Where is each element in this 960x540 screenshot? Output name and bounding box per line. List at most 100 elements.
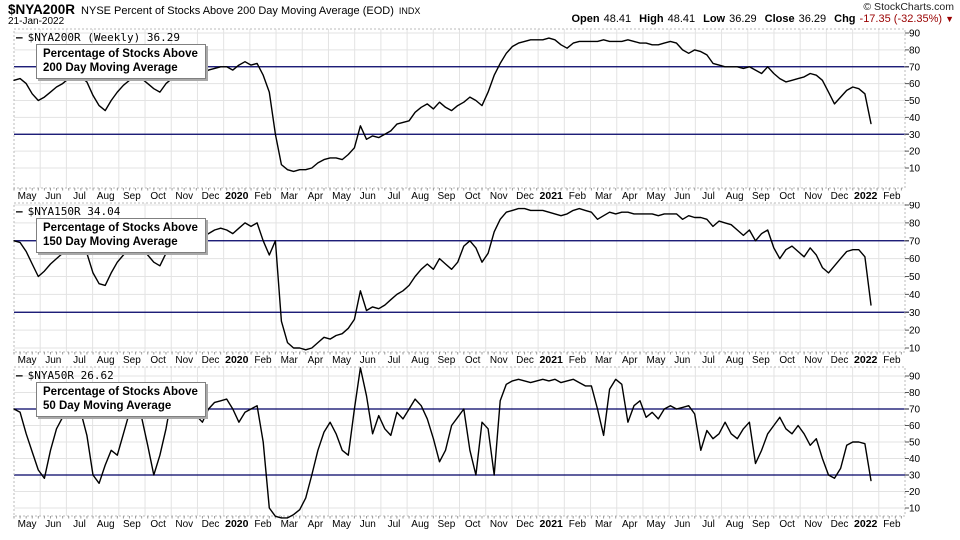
y-axis-label: 60 xyxy=(909,79,921,90)
y-axis-label: 40 xyxy=(909,454,921,465)
x-axis-label: Mar xyxy=(595,519,613,530)
x-axis-label: Jul xyxy=(388,191,401,202)
y-axis-label: 70 xyxy=(909,236,921,247)
open-label: Open xyxy=(571,13,600,25)
symbol: $NYA200R xyxy=(8,2,76,17)
x-axis-label: 2022 xyxy=(854,354,878,366)
x-axis-label: Mar xyxy=(595,355,613,366)
x-axis-label: May xyxy=(18,191,37,202)
x-axis-label: Feb xyxy=(254,355,272,366)
copyright: © StockCharts.com xyxy=(863,1,954,13)
x-axis-label: Aug xyxy=(411,519,429,530)
y-axis-label: 90 xyxy=(909,202,921,212)
x-axis-label: Dec xyxy=(202,191,220,202)
series-label-nya50r: — $NYA50R 26.62 xyxy=(16,369,114,382)
y-axis-label: 50 xyxy=(909,272,921,283)
y-axis-label: 80 xyxy=(909,388,921,399)
annotation-text: Percentage of Stocks Above xyxy=(43,386,198,398)
x-axis-label: Aug xyxy=(726,355,744,366)
x-axis-label: Feb xyxy=(254,519,272,530)
panel-nya50r: May Jun Jul Aug Sep Oct Nov Dec 2020 Feb Mar Apr May… xyxy=(0,366,960,540)
x-axis-label: Sep xyxy=(123,355,141,366)
x-axis-label: Jun xyxy=(45,191,61,202)
x-axis-label: Sep xyxy=(438,519,456,530)
chart-date: 21-Jan-2022 xyxy=(8,16,65,27)
y-axis-label: 20 xyxy=(909,487,921,498)
y-axis-label: 50 xyxy=(909,96,921,107)
x-axis-label: Apr xyxy=(308,355,324,366)
x-axis-label: Aug xyxy=(97,191,115,202)
x-axis-label: Aug xyxy=(97,519,115,530)
chg-value: -17.35 (-32.35%) xyxy=(859,13,943,25)
x-axis-label: May xyxy=(18,355,37,366)
annotation-box-200dma: Percentage of Stocks Above 200 Day Movin… xyxy=(36,44,206,79)
y-axis-label: 90 xyxy=(909,372,921,383)
y-axis-label: 30 xyxy=(909,308,921,319)
x-axis-label: Feb xyxy=(883,191,901,202)
x-axis-label: Nov xyxy=(490,355,508,366)
x-axis-label: May xyxy=(647,519,666,530)
x-axis-label: Jun xyxy=(674,519,690,530)
annotation-text: 50 Day Moving Average xyxy=(43,400,172,412)
y-axis-label: 20 xyxy=(909,326,921,337)
x-axis-label: 2020 xyxy=(225,190,249,202)
x-axis-label: Dec xyxy=(831,519,849,530)
y-axis-label: 20 xyxy=(909,147,921,158)
y-axis-label: 30 xyxy=(909,130,921,141)
panel-nya150r: May Jun Jul Aug Sep Oct Nov Dec 2020 Feb Mar Apr May… xyxy=(0,202,960,366)
x-axis-label: Feb xyxy=(254,191,272,202)
x-axis-label: Oct xyxy=(150,355,166,366)
y-axis-label: 40 xyxy=(909,113,921,124)
x-axis-label: Oct xyxy=(465,355,481,366)
x-axis-label: May xyxy=(647,191,666,202)
x-axis-label: Nov xyxy=(804,355,822,366)
y-axis-label: 80 xyxy=(909,218,921,229)
x-axis-label: Jun xyxy=(674,191,690,202)
x-axis-label: Jul xyxy=(388,355,401,366)
annotation-text: 150 Day Moving Average xyxy=(43,236,178,248)
x-axis-label: 2022 xyxy=(854,190,878,202)
y-axis-label: 50 xyxy=(909,438,921,449)
annotation-text: Percentage of Stocks Above xyxy=(43,48,198,60)
x-axis-label: Feb xyxy=(569,191,587,202)
close-value: 36.29 xyxy=(798,13,827,25)
series-label-nya200r: — $NYA200R (Weekly) 36.29 xyxy=(16,31,180,44)
x-axis-label: Dec xyxy=(516,355,534,366)
x-axis-label: Sep xyxy=(438,191,456,202)
x-axis-label: Mar xyxy=(281,191,299,202)
chart-header: $NYA200R NYSE Percent of Stocks Above 200… xyxy=(0,0,960,28)
x-axis-label: Apr xyxy=(622,355,638,366)
x-axis-label: Feb xyxy=(883,355,901,366)
panel-nya200r: May Jun Jul Aug Sep Oct Nov Dec 2020 Feb Mar Apr May… xyxy=(0,28,960,202)
y-axis-label: 10 xyxy=(909,344,921,355)
x-axis-label: Jul xyxy=(73,519,86,530)
x-axis-label: Aug xyxy=(726,191,744,202)
x-axis-label: Aug xyxy=(726,519,744,530)
x-axis-label: Jul xyxy=(388,519,401,530)
x-axis-label: Apr xyxy=(622,191,638,202)
nya200r-plot: May Jun Jul Aug Sep Oct Nov Dec 2020 Feb Mar Apr May… xyxy=(13,28,921,202)
y-axis-label: 60 xyxy=(909,254,921,265)
x-axis-label: 2020 xyxy=(225,354,249,366)
x-axis-label: Dec xyxy=(202,355,220,366)
chg-down-arrow-icon: ▼ xyxy=(945,14,954,24)
x-axis-label: Sep xyxy=(123,519,141,530)
x-axis-label: Dec xyxy=(831,355,849,366)
x-axis-label: May xyxy=(332,355,351,366)
x-axis-label: Jul xyxy=(73,355,86,366)
annotation-text: 200 Day Moving Average xyxy=(43,62,178,74)
x-axis-label: May xyxy=(18,519,37,530)
chart-title: NYSE Percent of Stocks Above 200 Day Mov… xyxy=(81,5,394,17)
x-axis-label: Sep xyxy=(123,191,141,202)
x-axis-label: 2022 xyxy=(854,518,878,530)
x-axis-label: Aug xyxy=(411,355,429,366)
x-axis-label: Dec xyxy=(516,519,534,530)
x-axis-label: Mar xyxy=(281,355,299,366)
chg-label: Chg xyxy=(834,13,856,25)
x-axis-label: Oct xyxy=(150,519,166,530)
x-axis-label: Jun xyxy=(45,519,61,530)
y-axis-label: 10 xyxy=(909,504,921,515)
x-axis-label: Apr xyxy=(622,519,638,530)
x-axis-label: Nov xyxy=(804,519,822,530)
